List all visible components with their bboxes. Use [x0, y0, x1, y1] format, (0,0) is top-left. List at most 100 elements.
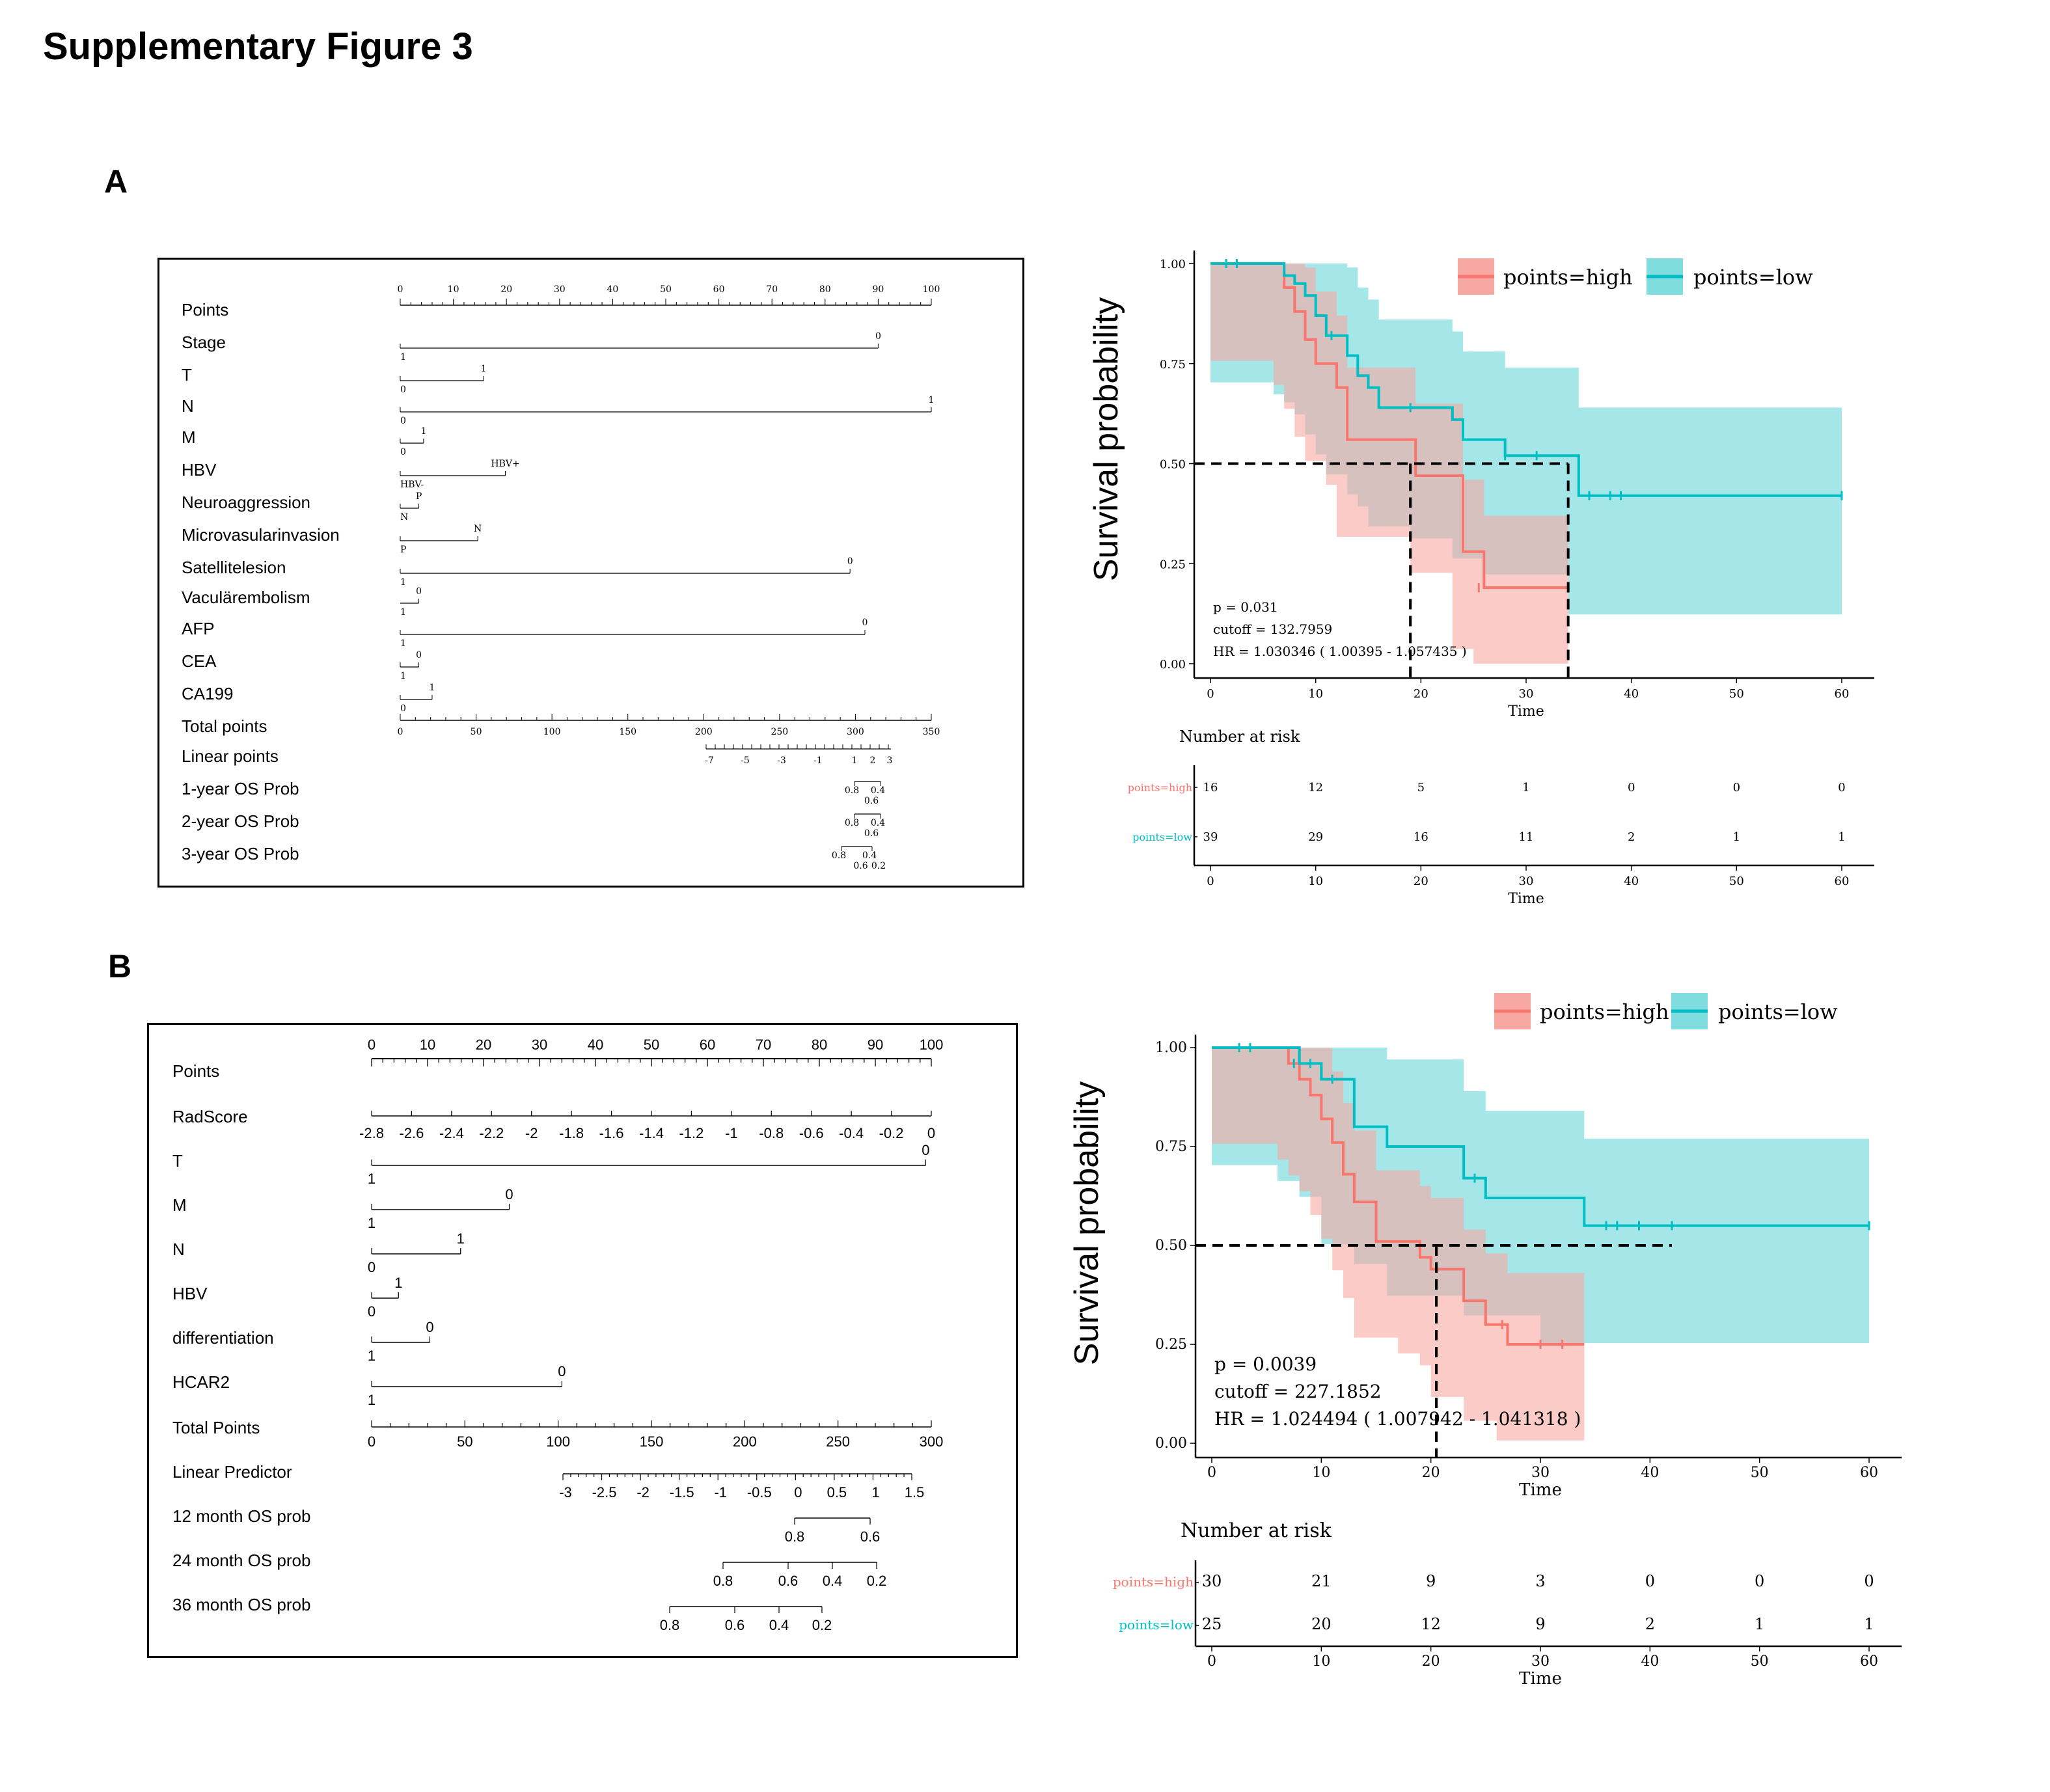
km-stat-text: p = 0.031	[1213, 599, 1278, 615]
total-points-tick-label: 300	[920, 1433, 944, 1450]
points-tick-label: 20	[476, 1037, 491, 1053]
points-tick-label: 60	[713, 284, 725, 295]
legend-label-low: points=low	[1718, 999, 1838, 1024]
nomogram-b-row-label: differentiation	[172, 1328, 274, 1348]
radscore-tick-label: -2.2	[479, 1125, 504, 1141]
total-points-tick-label: 100	[546, 1433, 570, 1450]
panel-label-b: B	[108, 948, 132, 984]
nomogram-a-row-label: 2-year OS Prob	[182, 811, 299, 831]
radscore-tick-label: -1.6	[599, 1125, 624, 1141]
legend-label-low: points=low	[1693, 265, 1813, 290]
points-tick-label: 50	[644, 1037, 659, 1053]
prob-tick-label: 0.2	[871, 861, 886, 871]
km-x-tick-label: 50	[1729, 687, 1744, 701]
radscore-tick-label: -0.2	[879, 1125, 904, 1141]
figure-title: Supplementary Figure 3	[43, 25, 473, 68]
nomogram-a-level-label: N	[400, 512, 408, 523]
nomogram-a-row-label: T	[182, 365, 192, 385]
risk-value: 30	[1202, 1572, 1222, 1590]
risk-value: 20	[1311, 1615, 1332, 1633]
nomogram-a-row-label: CEA	[182, 651, 217, 671]
radscore-tick-label: -0.4	[839, 1125, 864, 1141]
km-x-tick-label: 20	[1414, 687, 1428, 701]
linear-points-tick-label: -5	[741, 755, 750, 766]
linear-predictor-tick-label: 1.5	[905, 1484, 925, 1500]
nomogram-a-level-label: HBV-	[400, 480, 424, 490]
total-points-tick-label: 200	[695, 727, 713, 737]
km-x-tick-label: 20	[1422, 1465, 1440, 1481]
nomogram-a-level-label: 1	[429, 683, 435, 693]
risk-x-tick-label: 20	[1414, 875, 1428, 888]
linear-predictor-tick-label: -3	[559, 1484, 572, 1500]
risk-table-title: Number at risk	[1179, 727, 1300, 746]
total-points-tick-label: 50	[471, 727, 482, 737]
risk-value: 21	[1311, 1572, 1332, 1590]
nomogram-a-level-label: 0	[400, 385, 406, 395]
risk-x-tick-label: 60	[1860, 1653, 1878, 1670]
nomogram-b-level-label: 0	[426, 1319, 433, 1335]
nomogram-a-row-label: 1-year OS Prob	[182, 779, 299, 798]
km-curve-low	[1212, 1046, 1869, 1227]
risk-x-tick-label: 40	[1624, 875, 1639, 888]
nomogram-a-row-label: HBV	[182, 460, 217, 480]
km-x-tick-label: 30	[1519, 687, 1534, 701]
nomogram-a-level-label: 1	[929, 395, 935, 405]
points-tick-label: 40	[607, 284, 618, 295]
risk-value: 39	[1203, 830, 1218, 844]
total-points-tick-label: 300	[847, 727, 864, 737]
nomogram-b-row-label: 24 month OS prob	[172, 1551, 311, 1570]
nomogram-a-level-label: 1	[400, 671, 406, 681]
prob-tick-label: 0.4	[871, 785, 885, 796]
nomogram-a-level-label: 0	[875, 331, 881, 342]
km-y-tick-label: 0.25	[1160, 558, 1186, 571]
nomogram-b-row-label: Total Points	[172, 1418, 260, 1437]
nomogram-b-scales: 0 10 20 30 40 50 60 70 80 90 100-2.8 -2.6 -2.4 -2.2 -2…	[359, 1037, 944, 1633]
prob-tick-label: 0.8	[785, 1528, 805, 1545]
linear-points-tick-label: -7	[705, 755, 714, 766]
nomogram-a-row-label: Linear points	[182, 746, 279, 766]
risk-value: 16	[1414, 830, 1428, 844]
nomogram-a-level-label: 1	[420, 426, 426, 437]
risk-row-label: points=low	[1119, 1617, 1194, 1633]
prob-tick-label: 0.6	[864, 796, 879, 806]
nomogram-a-level-label: 0	[416, 650, 422, 660]
risk-x-tick-label: 0	[1207, 875, 1214, 888]
nomogram-a-row-label: AFP	[182, 619, 215, 638]
prob-tick-label: 0.4	[862, 850, 877, 861]
nomogram-a-level-label: 1	[400, 352, 406, 362]
points-tick-label: 80	[812, 1037, 827, 1053]
nomogram-a-level-label: P	[416, 491, 422, 502]
points-tick-label: 30	[532, 1037, 547, 1053]
km-stat-text: HR = 1.024494 ( 1.007942 - 1.041318 )	[1214, 1408, 1581, 1430]
total-points-tick-label: 250	[771, 727, 788, 737]
km-curve-high	[1210, 262, 1568, 590]
nomogram-b-level-label: 0	[505, 1186, 513, 1202]
risk-value: 1	[1838, 830, 1845, 844]
risk-value: 0	[1733, 781, 1740, 794]
points-tick-label: 10	[420, 1037, 435, 1053]
km-y-tick-label: 1.00	[1155, 1040, 1187, 1056]
radscore-tick-label: -2.4	[439, 1125, 464, 1141]
nomogram-b-row-label: M	[172, 1195, 187, 1215]
radscore-tick-label: 0	[927, 1125, 935, 1141]
km-y-tick-label: 0.75	[1155, 1139, 1187, 1155]
nomogram-b-row-label: 12 month OS prob	[172, 1506, 311, 1526]
nomogram-a-scales: 0 10 20 30 40 50 60 70 80 90 10010010101HBV-HBV+NP…	[398, 284, 940, 871]
risk-x-tick-label: 20	[1422, 1653, 1440, 1670]
prob-tick-label: 0.6	[853, 861, 868, 871]
nomogram-a-row-label: M	[182, 428, 196, 447]
nomogram-a-level-label: 0	[400, 447, 406, 457]
risk-value: 12	[1421, 1615, 1441, 1633]
km-x-tick-label: 40	[1641, 1465, 1659, 1481]
points-tick-label: 0	[368, 1037, 376, 1053]
prob-tick-label: 0.6	[725, 1617, 745, 1633]
points-tick-label: 100	[920, 1037, 944, 1053]
nomogram-a-row-label: Vaculärembolism	[182, 588, 310, 607]
radscore-tick-label: -2.8	[359, 1125, 384, 1141]
risk-value: 11	[1519, 830, 1534, 844]
prob-tick-label: 0.8	[713, 1573, 733, 1589]
nomogram-b-row-label: HBV	[172, 1284, 208, 1303]
nomogram-b-row-label: N	[172, 1240, 185, 1259]
linear-points-tick-label: 3	[887, 755, 893, 766]
radscore-tick-label: -1	[725, 1125, 738, 1141]
